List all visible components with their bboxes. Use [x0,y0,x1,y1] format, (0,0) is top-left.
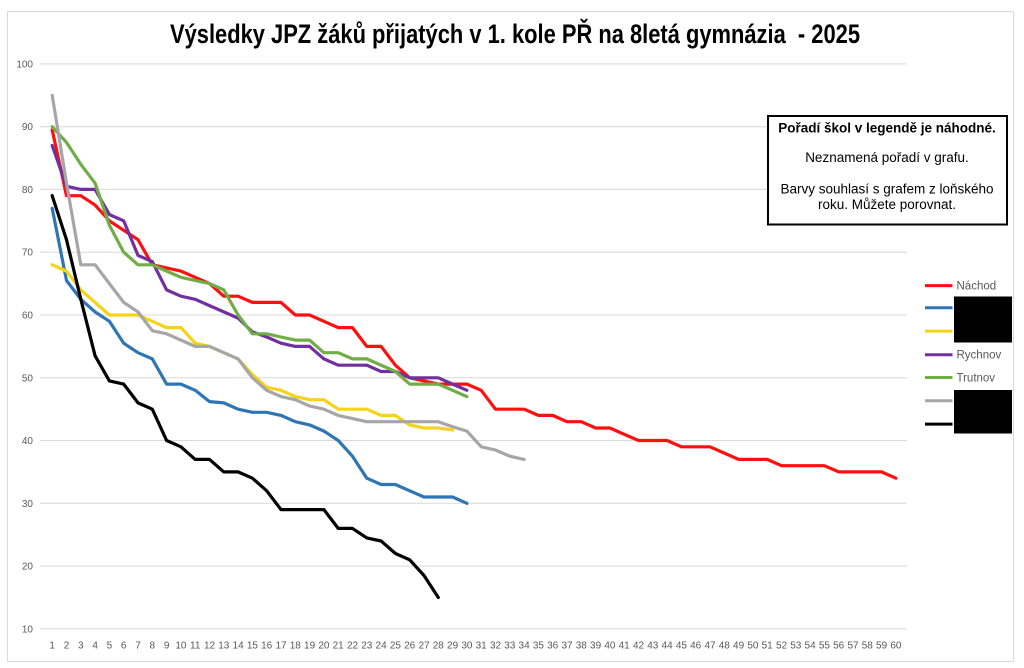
svg-text:Trutnov: Trutnov [957,373,996,385]
svg-text:100: 100 [16,59,33,70]
svg-text:33: 33 [504,641,516,652]
svg-text:15: 15 [247,641,259,652]
svg-text:Neznamená pořadí v grafu.: Neznamená pořadí v grafu. [805,150,969,165]
svg-text:38: 38 [576,641,588,652]
svg-text:17: 17 [275,641,287,652]
svg-text:Rychnov: Rychnov [957,350,1002,362]
svg-text:59: 59 [876,641,888,652]
svg-text:18: 18 [290,641,302,652]
svg-text:52: 52 [776,641,788,652]
svg-text:40: 40 [22,436,34,447]
svg-text:58: 58 [862,641,874,652]
svg-text:48: 48 [719,641,731,652]
svg-text:49: 49 [733,641,745,652]
svg-text:28: 28 [433,641,445,652]
svg-text:70: 70 [22,248,34,259]
svg-text:20: 20 [22,562,34,573]
svg-text:8: 8 [150,641,156,652]
svg-text:54: 54 [805,641,817,652]
svg-text:80: 80 [22,185,34,196]
svg-text:30: 30 [461,641,473,652]
svg-text:Náchod: Náchod [957,281,997,293]
svg-text:30: 30 [22,499,34,510]
svg-text:34: 34 [519,641,531,652]
svg-text:10: 10 [22,624,34,635]
svg-text:6: 6 [121,641,127,652]
svg-text:42: 42 [633,641,645,652]
svg-text:56: 56 [833,641,845,652]
svg-text:12: 12 [204,641,216,652]
svg-text:21: 21 [333,641,345,652]
svg-text:43: 43 [647,641,659,652]
svg-text:16: 16 [261,641,273,652]
svg-text:53: 53 [790,641,802,652]
svg-text:55: 55 [819,641,831,652]
svg-text:7: 7 [135,641,141,652]
svg-text:27: 27 [418,641,430,652]
svg-text:29: 29 [447,641,459,652]
svg-text:26: 26 [404,641,416,652]
svg-text:11: 11 [190,641,201,652]
svg-text:25: 25 [390,641,402,652]
svg-text:50: 50 [747,641,759,652]
svg-text:32: 32 [490,641,502,652]
svg-text:Barvy souhlasí s grafem z loňs: Barvy souhlasí s grafem z loňského [780,182,993,197]
svg-text:36: 36 [547,641,559,652]
svg-text:44: 44 [662,641,674,652]
svg-text:20: 20 [318,641,330,652]
svg-text:51: 51 [762,641,774,652]
svg-text:40: 40 [604,641,616,652]
svg-text:roku. Můžete porovnat.: roku. Můžete porovnat. [818,197,956,212]
svg-text:41: 41 [619,641,631,652]
svg-text:10: 10 [175,641,187,652]
svg-text:1: 1 [49,641,55,652]
svg-text:47: 47 [704,641,716,652]
svg-text:4: 4 [92,641,98,652]
svg-text:60: 60 [890,641,902,652]
svg-text:46: 46 [690,641,702,652]
svg-text:31: 31 [476,641,488,652]
svg-text:57: 57 [847,641,859,652]
svg-text:5: 5 [107,641,113,652]
svg-text:13: 13 [218,641,230,652]
svg-text:2: 2 [64,641,70,652]
svg-text:23: 23 [361,641,373,652]
svg-text:3: 3 [78,641,84,652]
svg-text:39: 39 [590,641,602,652]
svg-text:60: 60 [22,311,34,322]
svg-text:Výsledky JPZ žáků přijatých v: Výsledky JPZ žáků přijatých v 1. kole PŘ… [170,18,860,49]
svg-text:45: 45 [676,641,688,652]
svg-text:37: 37 [561,641,573,652]
svg-text:22: 22 [347,641,359,652]
svg-text:35: 35 [533,641,545,652]
svg-text:50: 50 [22,373,34,384]
svg-text:9: 9 [164,641,170,652]
svg-text:24: 24 [376,641,388,652]
svg-text:19: 19 [304,641,316,652]
svg-text:90: 90 [22,122,34,133]
svg-text:14: 14 [233,641,245,652]
svg-text:Pořadí škol v legendě je náhod: Pořadí škol v legendě je náhodné. [778,121,996,136]
